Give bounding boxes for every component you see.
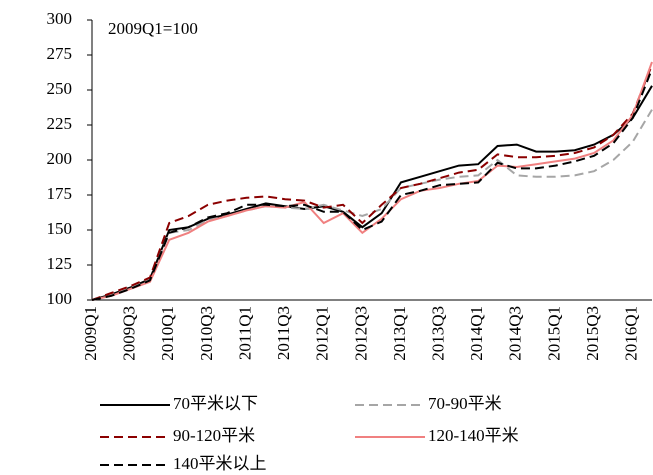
y-tick-label: 100	[47, 289, 73, 308]
x-tick-label: 2012Q3	[351, 306, 370, 361]
x-tick-label: 2015Q3	[583, 306, 602, 361]
x-tick-label: 2010Q3	[197, 306, 216, 361]
x-tick-label: 2011Q3	[274, 306, 293, 360]
y-tick-label: 150	[47, 219, 73, 238]
x-tick-label: 2010Q1	[158, 306, 177, 361]
series-line	[91, 61, 653, 301]
x-tick-label: 2014Q3	[506, 306, 525, 361]
x-tick-label: 2011Q1	[235, 306, 254, 360]
y-tick-label: 200	[47, 149, 73, 168]
legend-label: 120-140平米	[428, 426, 519, 445]
y-tick-label: 125	[47, 254, 73, 273]
y-tick-label: 175	[47, 184, 73, 203]
x-tick-label: 2014Q1	[467, 306, 486, 361]
y-tick-label: 225	[47, 114, 73, 133]
legend-label: 90-120平米	[173, 426, 255, 445]
y-tick-label: 300	[47, 9, 73, 28]
x-tick-label: 2009Q3	[120, 306, 139, 361]
series-line	[91, 64, 653, 301]
legend-label: 70平米以下	[173, 394, 258, 413]
x-tick-label: 2016Q1	[622, 306, 641, 361]
x-tick-label: 2015Q1	[544, 306, 563, 361]
x-tick-label: 2012Q1	[313, 306, 332, 361]
series-line	[91, 85, 653, 301]
x-tick-label: 2013Q1	[390, 306, 409, 361]
legend-label: 70-90平米	[428, 394, 502, 413]
y-tick-label: 275	[47, 44, 73, 63]
series-line	[91, 68, 653, 301]
annotation: 2009Q1=100	[108, 19, 198, 38]
y-tick-label: 250	[47, 79, 73, 98]
legend-label: 140平米以上	[173, 454, 267, 473]
series-line	[91, 109, 653, 301]
x-tick-label: 2009Q1	[81, 306, 100, 361]
x-tick-label: 2013Q3	[428, 306, 447, 361]
